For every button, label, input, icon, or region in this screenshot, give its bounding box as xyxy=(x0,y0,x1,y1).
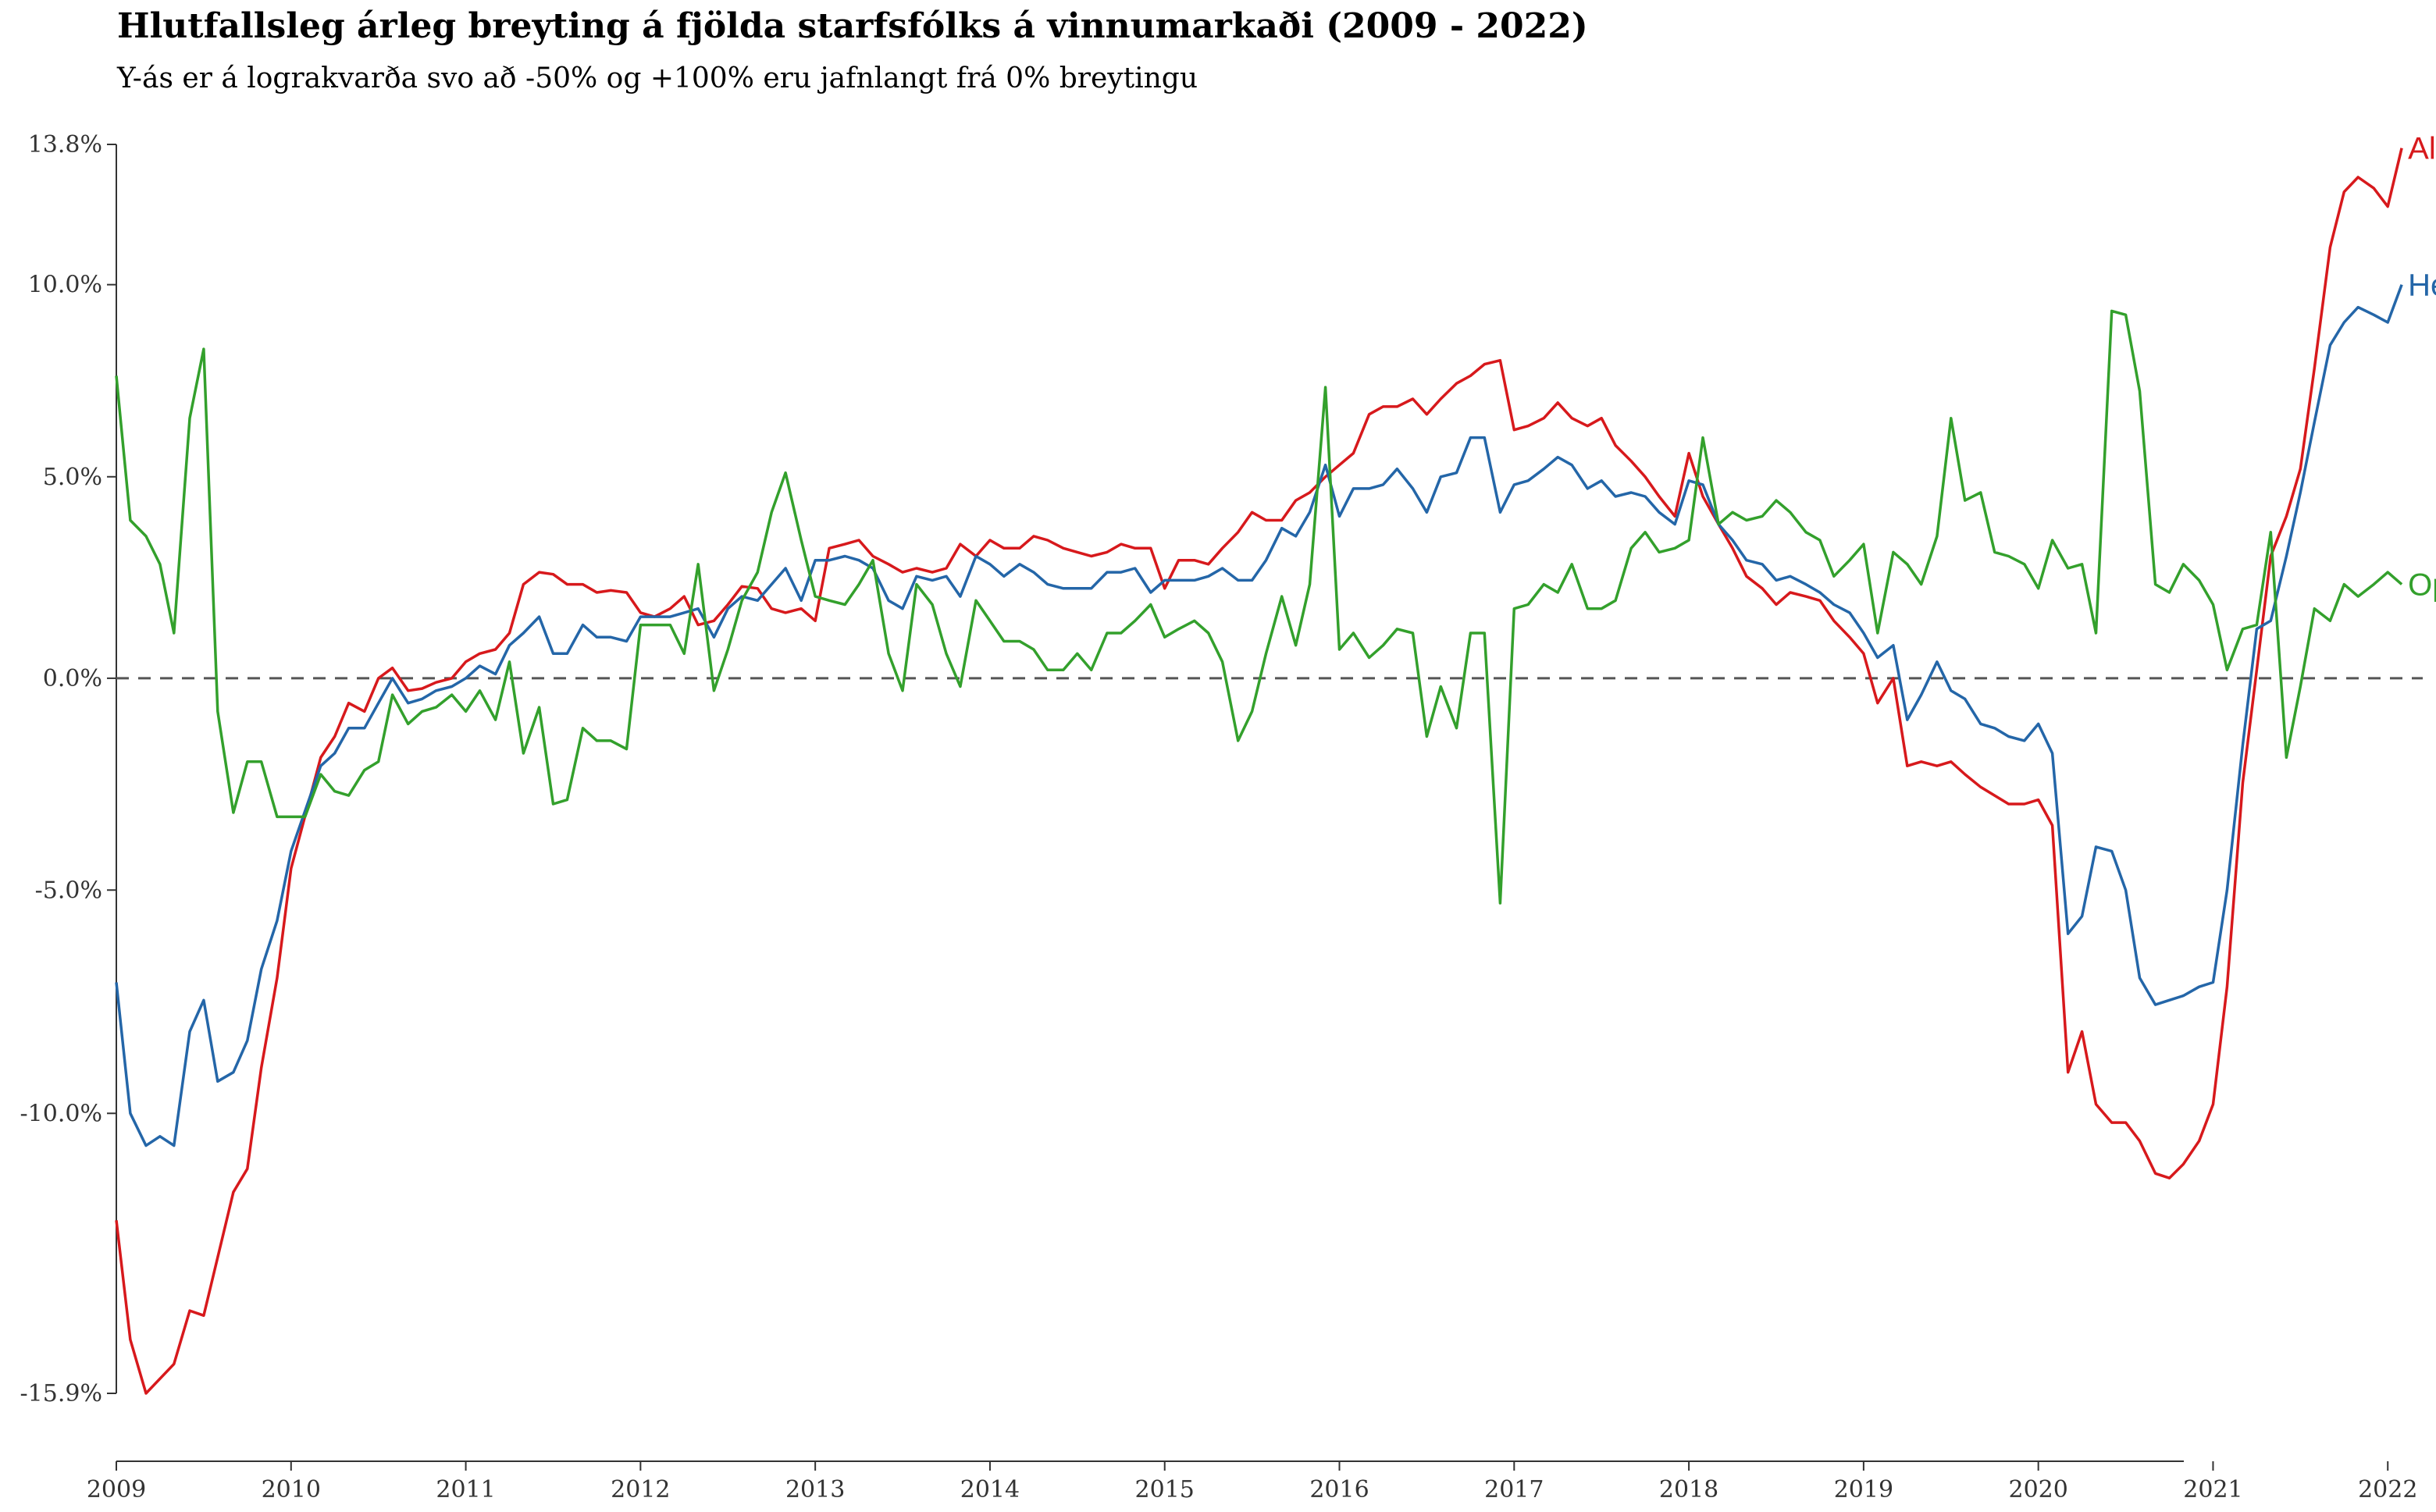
series-label-heild: Heild xyxy=(2408,269,2436,303)
chart-title: Hlutfallsleg árleg breyting á fjölda sta… xyxy=(117,6,1588,46)
series-line-opinber xyxy=(115,309,2403,905)
series-label-opinber: Opinber xyxy=(2408,568,2436,603)
x-tick-label: 2021 xyxy=(2183,1476,2242,1503)
y-tick-label: 0.0% xyxy=(43,665,102,692)
x-tick-label: 2017 xyxy=(1484,1476,1544,1503)
x-tick-label: 2013 xyxy=(785,1476,845,1503)
y-tick-label: 10.0% xyxy=(28,272,102,299)
series-line-heild xyxy=(115,284,2403,1147)
x-tick-label: 2012 xyxy=(611,1476,670,1503)
x-tick-label: 2022 xyxy=(2358,1476,2417,1503)
series-label-almennur: Almennur xyxy=(2408,132,2436,166)
y-tick-label: -15.9% xyxy=(20,1380,102,1407)
x-tick-label: 2020 xyxy=(2008,1476,2067,1503)
x-tick-label: 2014 xyxy=(960,1476,1020,1503)
x-tick-label: 2015 xyxy=(1135,1476,1195,1503)
series-line-almennur xyxy=(115,148,2403,1395)
series-lines xyxy=(115,148,2403,1395)
chart-axes: 13.8% 10.0% 5.0% 0.0% -5.0% -10.0% -15.9% 2009 2… xyxy=(20,131,2418,1503)
series-labels: Almennur Heild Opinber xyxy=(2408,132,2436,603)
chart-subtitle: Y-ás er á lograkvarða svo að -50% og +10… xyxy=(117,62,1198,94)
y-tick-label: 13.8% xyxy=(28,131,102,158)
x-tick-label: 2011 xyxy=(436,1476,495,1503)
y-tick-label: 5.0% xyxy=(43,464,102,491)
y-tick-label: -5.0% xyxy=(35,877,102,904)
x-tick-label: 2010 xyxy=(262,1476,321,1503)
x-tick-label: 2009 xyxy=(87,1476,146,1503)
x-tick-label: 2018 xyxy=(1659,1476,1718,1503)
y-tick-label: -10.0% xyxy=(20,1100,102,1127)
x-tick-label: 2019 xyxy=(1834,1476,1893,1503)
x-tick-label: 2016 xyxy=(1309,1476,1369,1503)
